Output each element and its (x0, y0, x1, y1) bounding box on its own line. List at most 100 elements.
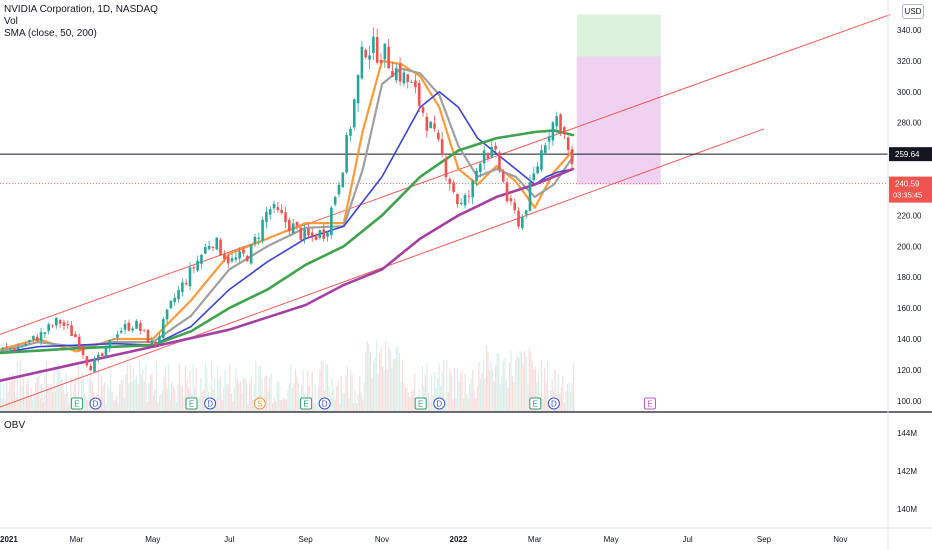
volume-bar (258, 366, 260, 412)
candle (100, 353, 104, 356)
candle (173, 297, 177, 303)
volume-bar (519, 350, 521, 412)
volume-bar (41, 383, 43, 412)
earnings-event-icon[interactable]: E (643, 397, 656, 410)
sma-indicator-label[interactable]: SMA (close, 50, 200) (4, 28, 97, 39)
dividend-event-icon[interactable]: D (204, 397, 217, 410)
dividend-event-icon[interactable]: D (547, 397, 560, 410)
zones-layer (576, 14, 661, 185)
earnings-event-icon[interactable]: E (529, 397, 542, 410)
candle (230, 258, 234, 262)
volume-bar (9, 374, 11, 412)
candle (272, 203, 276, 209)
volume-bar (30, 388, 32, 412)
volume-bar (412, 388, 414, 412)
current-price-tag-bg (889, 176, 932, 203)
candle (188, 267, 192, 287)
volume-bar (242, 378, 245, 412)
candle (62, 322, 66, 326)
volume-bar (505, 380, 507, 412)
dividend-event-icon[interactable]: D (318, 397, 331, 410)
volume-bar (175, 401, 177, 412)
candle (475, 170, 478, 182)
volume-bar (39, 397, 41, 412)
volume-bar (250, 376, 252, 412)
candle (215, 237, 219, 250)
candle (345, 135, 348, 173)
event-frame (253, 397, 266, 410)
dividend-event-icon[interactable]: D (89, 397, 102, 410)
volume-bar (469, 384, 471, 412)
volume-bar (311, 371, 313, 412)
volume-bar (513, 382, 515, 412)
volume-bar (328, 386, 330, 412)
candle (192, 267, 196, 269)
volume-bar (47, 384, 49, 412)
volume-bar (429, 401, 431, 412)
candle (146, 329, 150, 344)
volume-bar (200, 377, 202, 412)
volume-bar (48, 384, 51, 412)
candle (517, 210, 520, 227)
candle (437, 132, 440, 140)
volume-bar (568, 382, 570, 412)
moving-average-line (0, 129, 575, 355)
volume-bar (142, 370, 144, 412)
time-tick-label: 2021 (0, 535, 18, 544)
volume-indicator-label[interactable]: Vol (4, 16, 18, 27)
label-layer: 259.64 240.59 03:35:45 (889, 147, 932, 203)
candle (482, 150, 486, 164)
volume-bar (181, 386, 184, 412)
candle (158, 336, 161, 344)
earnings-event-icon[interactable]: E (414, 397, 427, 410)
volume-bar (244, 377, 246, 412)
volume-bar (449, 368, 451, 412)
earnings-event-icon[interactable]: E (185, 397, 198, 410)
volume-bar (475, 398, 477, 412)
volume-bar (534, 367, 536, 412)
volume-bar (270, 373, 272, 412)
earnings-event-icon[interactable]: E (70, 397, 83, 410)
volume-bar (50, 383, 52, 412)
symbol-title[interactable]: NVIDIA Corporation, 1D, NASDAQ (4, 4, 158, 15)
candle (77, 336, 81, 348)
volume-bar (230, 392, 232, 412)
candle (268, 209, 272, 215)
price-tick-label: 120.00 (897, 366, 922, 375)
price-tick-label: 300.00 (897, 88, 922, 97)
split-event-icon[interactable]: S (253, 397, 266, 410)
volume-bar (492, 369, 494, 412)
candle (333, 197, 337, 205)
candle (543, 145, 547, 153)
candle (444, 158, 448, 178)
moving-average-line (0, 91, 574, 354)
volume-bar (276, 381, 278, 412)
candle (433, 123, 436, 129)
event-label: E (74, 400, 79, 409)
volume-bar (452, 399, 454, 412)
volume-bar (466, 394, 468, 412)
volume-bar (314, 384, 316, 412)
currency-button[interactable]: USD (902, 4, 924, 19)
candle (356, 74, 360, 104)
dividend-event-icon[interactable]: D (433, 397, 446, 410)
earnings-event-icon[interactable]: E (300, 397, 313, 410)
volume-bar (530, 351, 532, 412)
volume-bar (467, 398, 469, 412)
candle (421, 107, 425, 113)
candle (108, 339, 112, 349)
time-tick-label: May (604, 535, 619, 544)
volume-bar (360, 392, 362, 412)
volume-bar (299, 399, 301, 412)
volume-bar (198, 397, 200, 412)
volume-bar (394, 358, 396, 412)
time-tick-label: Nov (833, 535, 847, 544)
volume-bar (281, 400, 283, 412)
obv-panel-label[interactable]: OBV (4, 420, 26, 431)
volume-bar (319, 369, 321, 412)
volume-bar (27, 379, 29, 412)
candle (16, 346, 20, 349)
